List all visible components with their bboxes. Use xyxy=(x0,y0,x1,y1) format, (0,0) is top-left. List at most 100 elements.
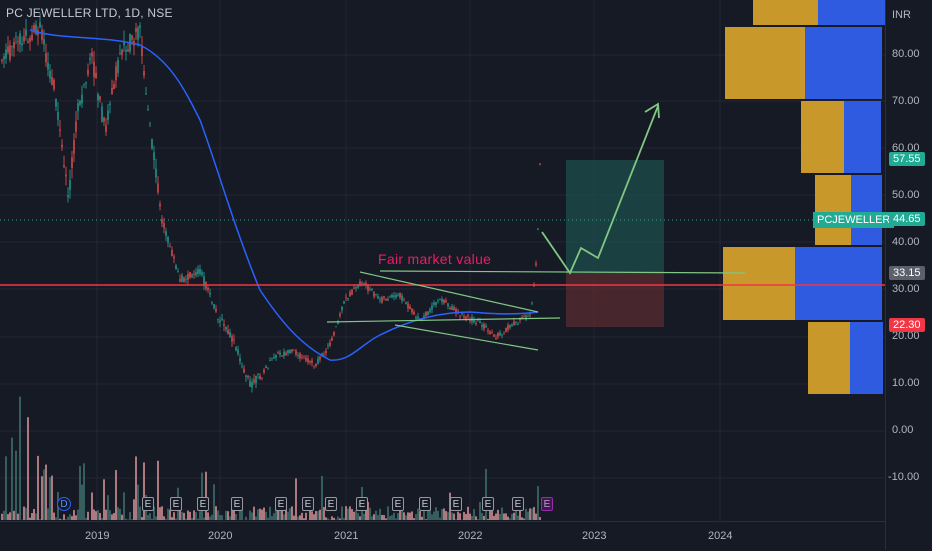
volume-bar xyxy=(133,499,135,520)
time-axis[interactable]: 2019 2020 2021 2022 2023 2024 xyxy=(0,521,885,551)
candle-body xyxy=(159,204,160,207)
volume-bar xyxy=(419,511,421,520)
candle-body xyxy=(105,125,106,132)
volume-bar xyxy=(17,514,19,520)
candle-body xyxy=(481,325,482,327)
candle-body xyxy=(169,246,170,247)
earnings-icon[interactable]: E xyxy=(482,497,494,511)
earnings-icon[interactable]: E xyxy=(170,497,182,511)
volume-bar xyxy=(441,509,443,520)
volume-bar xyxy=(415,514,417,520)
volume-bar xyxy=(245,517,247,520)
candle-body xyxy=(121,50,122,55)
candle-body xyxy=(301,357,302,358)
volume-profile-up-bar xyxy=(753,0,818,25)
stop-zone[interactable] xyxy=(566,274,664,327)
earnings-icon[interactable]: E xyxy=(392,497,404,511)
volume-bar xyxy=(501,507,503,520)
candle-body xyxy=(229,332,230,337)
volume-bar xyxy=(459,513,461,520)
candle-body xyxy=(47,63,48,70)
volume-bar xyxy=(525,509,527,520)
candle-body xyxy=(175,265,176,269)
candle-body xyxy=(171,250,172,256)
volume-bar xyxy=(227,511,229,520)
candle-body xyxy=(467,315,468,316)
volume-bar xyxy=(9,512,11,520)
candle-body xyxy=(439,299,440,300)
volume-profile-up-bar xyxy=(815,175,851,245)
earnings-icon[interactable]: E xyxy=(275,497,287,511)
candle-body xyxy=(381,297,382,302)
candle-body xyxy=(27,41,28,43)
volume-bar xyxy=(137,485,139,520)
earnings-icon[interactable]: E xyxy=(541,497,553,511)
volume-bar xyxy=(95,511,97,520)
candle-body xyxy=(207,288,208,290)
volume-bar xyxy=(175,518,177,520)
volume-bar xyxy=(523,518,525,520)
dividend-icon[interactable]: D xyxy=(57,497,71,511)
volume-bar xyxy=(437,511,439,520)
earnings-icon[interactable]: E xyxy=(325,497,337,511)
candle-body xyxy=(191,275,192,278)
candle-body xyxy=(107,111,108,120)
volume-bar xyxy=(359,516,361,520)
candle-body xyxy=(71,157,72,168)
volume-profile-up-bar xyxy=(723,247,795,320)
candle-body xyxy=(293,350,294,351)
earnings-icon[interactable]: E xyxy=(231,497,243,511)
candle-body xyxy=(217,319,218,320)
earnings-icon[interactable]: E xyxy=(302,497,314,511)
candle-body xyxy=(189,272,190,277)
earnings-icon[interactable]: E xyxy=(419,497,431,511)
volume-bar xyxy=(481,513,483,520)
candle-body xyxy=(139,25,140,27)
volume-bar xyxy=(255,517,257,520)
volume-profile-down-bar xyxy=(805,27,882,99)
volume-bar xyxy=(369,508,371,520)
volume-bar xyxy=(393,513,395,520)
volume-bar xyxy=(387,506,389,520)
volume-bar xyxy=(123,492,125,520)
candle-body xyxy=(225,327,226,330)
candle-body xyxy=(405,302,406,304)
volume-bar xyxy=(35,513,37,520)
volume-bar xyxy=(521,517,523,520)
earnings-icon[interactable]: E xyxy=(197,497,209,511)
candle-body xyxy=(103,118,104,122)
earnings-icon[interactable]: E xyxy=(142,497,154,511)
earnings-icon[interactable]: E xyxy=(450,497,462,511)
earnings-icon[interactable]: E xyxy=(512,497,524,511)
earnings-icon[interactable]: E xyxy=(356,497,368,511)
volume-bar xyxy=(443,508,445,520)
volume-bar xyxy=(457,512,459,520)
candle-body xyxy=(489,332,490,334)
fair-market-value-label[interactable]: Fair market value xyxy=(378,251,491,267)
symbol-title[interactable]: PC JEWELLER LTD, 1D, NSE xyxy=(6,6,173,20)
volume-bar xyxy=(139,507,141,520)
volume-profile xyxy=(723,0,885,394)
candle-body xyxy=(69,180,70,190)
volume-bar xyxy=(383,515,385,520)
candle-body xyxy=(391,295,392,298)
candle-body xyxy=(21,43,22,45)
time-label: 2022 xyxy=(458,530,482,542)
volume-bar xyxy=(479,502,481,520)
volume-bar xyxy=(321,476,323,520)
candle-body xyxy=(145,93,146,94)
candle-body xyxy=(75,121,76,131)
volume-bar xyxy=(379,509,381,520)
volume-bar xyxy=(433,512,435,520)
volume-profile-down-bar xyxy=(844,101,881,173)
candle-body xyxy=(267,368,268,369)
candle-body xyxy=(235,347,236,350)
volume-bar xyxy=(211,515,213,520)
candle-body xyxy=(361,283,362,284)
trendline-channel[interactable] xyxy=(300,271,745,350)
candle-body xyxy=(83,84,84,85)
volume-bar xyxy=(129,512,131,520)
volume-bar xyxy=(165,519,167,520)
candle-body xyxy=(447,303,448,306)
volume-profile-up-bar xyxy=(725,27,805,99)
